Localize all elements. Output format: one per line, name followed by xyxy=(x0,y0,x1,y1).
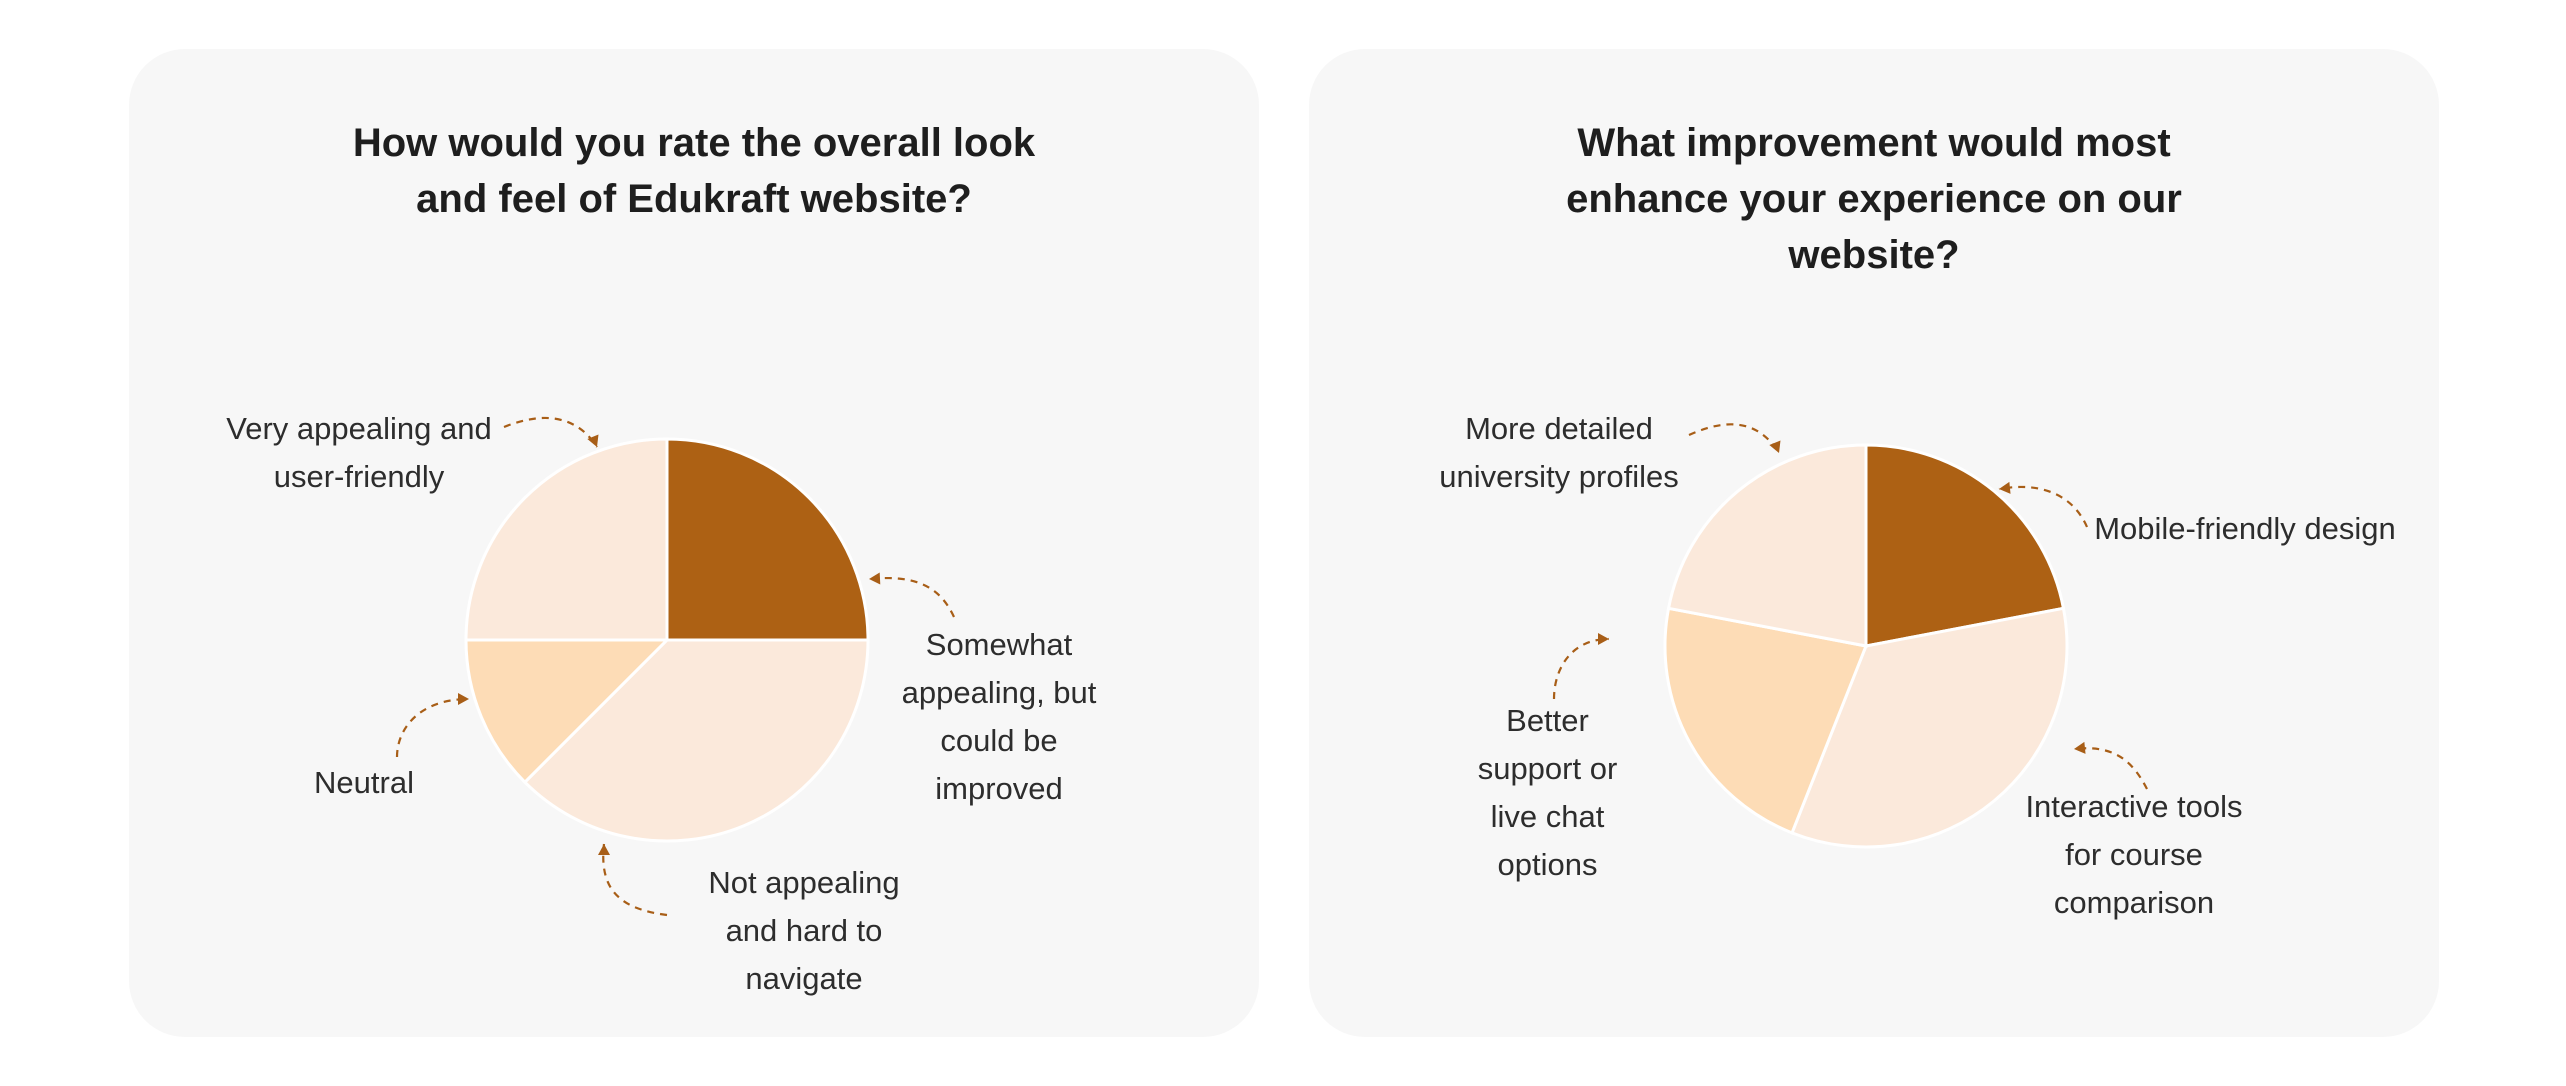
pie-slice-not-appealing xyxy=(522,638,870,843)
slice-label-live-chat: Better support or live chat options xyxy=(1477,703,1618,882)
pie-slice-mobile-friendly xyxy=(1864,443,2066,648)
slice-label-somewhat-appealing: Somewhat appealing, but could be improve… xyxy=(901,627,1097,806)
pie-slice-live-chat xyxy=(1663,606,1869,835)
slice-label-mobile-friendly: Mobile-friendly design xyxy=(2094,511,2396,546)
pie-slice-somewhat-appealing xyxy=(665,437,870,642)
slice-label-neutral: Neutral xyxy=(314,765,414,800)
callout-arrow-somewhat-appealing xyxy=(868,572,955,618)
callout-arrow-neutral xyxy=(395,693,470,758)
pie-slice-very-appealing xyxy=(464,437,669,642)
slice-label-interactive-tools: Interactive tools for course comparison xyxy=(2025,789,2243,920)
pie-chart-look-and-feel xyxy=(395,416,955,917)
pie-slice-interactive-tools xyxy=(1790,606,2069,849)
chart-title: What improvement would most enhance your… xyxy=(1566,121,2182,277)
callout-arrow-not-appealing xyxy=(598,843,668,917)
slice-label-not-appealing: Not appealing and hard to navigate xyxy=(708,865,900,996)
slice-label-very-appealing: Very appealing and user-friendly xyxy=(226,411,492,494)
callout-arrow-very-appealing xyxy=(503,416,599,448)
slice-label-university-profiles: More detailed university profiles xyxy=(1439,411,1679,494)
callout-arrow-university-profiles xyxy=(1688,423,1781,454)
chart-title: How would you rate the overall look and … xyxy=(352,121,1036,221)
pie-slice-neutral xyxy=(464,638,671,785)
pie-chart-improvements xyxy=(1552,423,2148,849)
pie-slice-university-profiles xyxy=(1666,443,1868,648)
callout-arrow-interactive-tools xyxy=(2073,741,2148,790)
callout-arrow-live-chat xyxy=(1552,633,1610,700)
chart-card-look-and-feel: How would you rate the overall look and … xyxy=(129,49,1259,1037)
callout-arrow-mobile-friendly xyxy=(1998,481,2089,528)
chart-card-improvements: What improvement would most enhance your… xyxy=(1309,49,2439,1037)
